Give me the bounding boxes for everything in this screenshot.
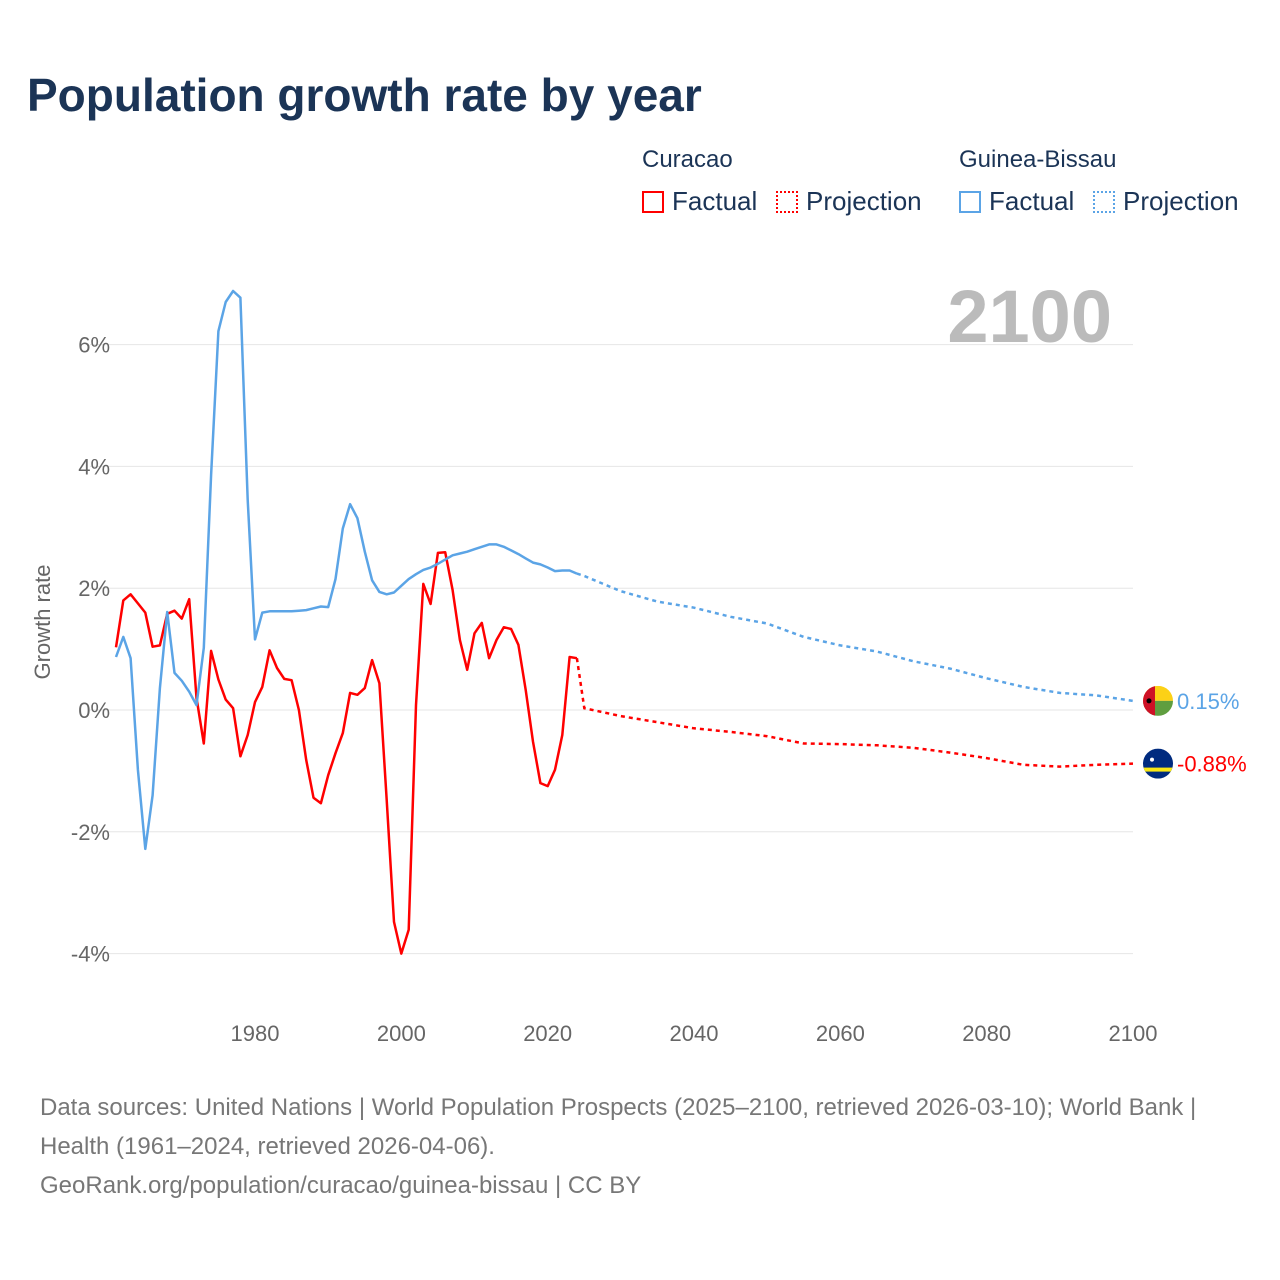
x-tick-label: 2100 — [1109, 1021, 1158, 1046]
legend-label: Projection — [806, 186, 922, 216]
legend-guinea-bissau-projection[interactable]: Projection — [1093, 186, 1239, 217]
legend-swatch-dotted — [776, 190, 798, 213]
line-chart: 2100 Growth rate -4% -2% 0% 2% 4% 6% 1980 2000 2… — [30, 275, 1247, 1046]
source-note: Data sources: United Nations | World Pop… — [40, 1088, 1240, 1205]
x-tick-label: 1980 — [231, 1021, 280, 1046]
legend-label: Factual — [989, 186, 1075, 216]
guinea-bissau-end-label: 0.15% — [1177, 689, 1239, 714]
y-tick-label: 2% — [78, 576, 110, 601]
flag-stripe — [1143, 767, 1173, 772]
legend-guinea-bissau-factual[interactable]: Factual — [959, 186, 1074, 217]
source-link[interactable]: GeoRank.org/population/curacao/guinea-bi… — [40, 1172, 642, 1199]
x-tick-label: 2080 — [962, 1021, 1011, 1046]
legend-label: Factual — [672, 186, 758, 216]
guinea-bissau-flag-icon — [1143, 685, 1173, 716]
curacao-factual-line — [114, 551, 578, 955]
y-tick-label: -4% — [71, 942, 110, 967]
x-tick-label: 2040 — [670, 1021, 719, 1046]
chart-title: Population growth rate by year — [27, 69, 702, 121]
year-overlay: 2100 — [947, 275, 1112, 358]
legend-curacao-projection[interactable]: Projection — [776, 186, 922, 217]
flag-shape — [1143, 685, 1173, 716]
y-tick-label: 4% — [78, 454, 110, 479]
flag-star — [1146, 698, 1152, 704]
y-tick-label: 0% — [78, 698, 110, 723]
legend-group-curacao: Curacao — [642, 146, 733, 173]
legend-swatch-dotted — [1093, 190, 1115, 213]
curacao-end-label: -0.88% — [1177, 752, 1247, 777]
guinea-bissau-factual-line — [114, 289, 578, 851]
x-tick-label: 2020 — [523, 1021, 572, 1046]
curacao-flag-icon — [1143, 748, 1173, 779]
x-tick-label: 2000 — [377, 1021, 426, 1046]
flag-shape — [1143, 748, 1173, 779]
guinea-bissau-projection-line — [576, 572, 1134, 703]
flag-blue — [1143, 748, 1173, 779]
y-axis-label: Growth rate — [30, 565, 55, 680]
y-tick-label: -2% — [71, 820, 110, 845]
y-tick-label: 6% — [78, 333, 110, 358]
flag-star — [1150, 757, 1154, 762]
legend-swatch-solid — [642, 190, 664, 213]
x-tick-label: 2060 — [816, 1021, 865, 1046]
legend-swatch-solid — [959, 190, 981, 213]
legend-group-guinea-bissau: Guinea-Bissau — [959, 146, 1117, 173]
legend-label: Projection — [1123, 186, 1239, 216]
curacao-projection-line — [575, 658, 1134, 768]
legend-curacao-factual[interactable]: Factual — [642, 186, 757, 217]
source-line: Data sources: United Nations | World Pop… — [40, 1094, 1197, 1160]
